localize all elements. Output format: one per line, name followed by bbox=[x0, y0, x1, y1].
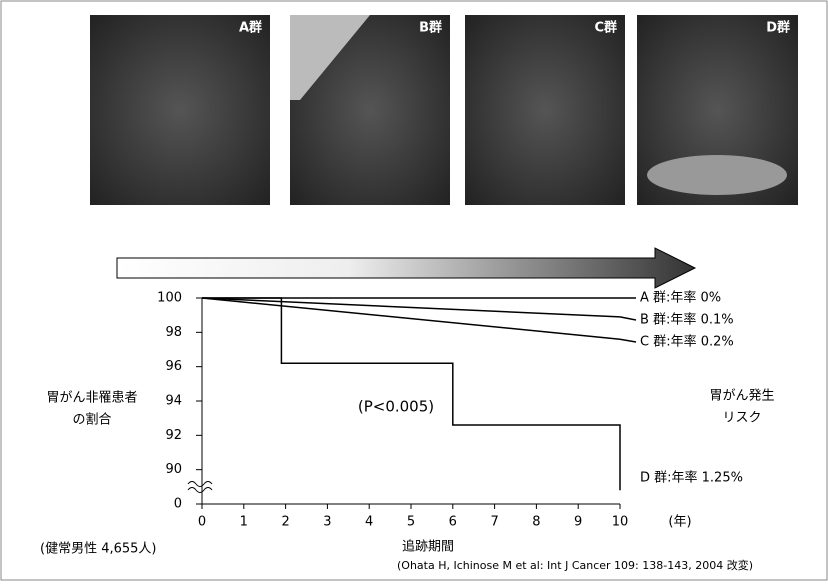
image-label: C群 bbox=[594, 20, 617, 36]
series-line bbox=[202, 298, 620, 490]
figure: A群 B群 C群 D群 0 90 92 94 96 98 100 0 1 2 3 4 5 6 7 8 9 10 (年) 追跡期… bbox=[0, 0, 828, 581]
y-tick-label: 0 bbox=[174, 497, 182, 512]
y-axis-label: の割合 bbox=[72, 412, 111, 428]
x-tick-label: 5 bbox=[407, 515, 415, 530]
endoscopy-image bbox=[465, 15, 625, 205]
image-label: A群 bbox=[239, 20, 262, 36]
x-tick-label: 1 bbox=[240, 515, 248, 530]
axis-break bbox=[188, 482, 212, 493]
series-line bbox=[202, 298, 620, 339]
y-axis-label: 胃がん非罹患者 bbox=[46, 391, 137, 406]
x-unit: (年) bbox=[668, 515, 691, 530]
image-highlight bbox=[647, 155, 787, 195]
y-tick-label: 98 bbox=[165, 325, 182, 340]
side-label: リスク bbox=[722, 411, 761, 426]
x-tick-label: 0 bbox=[198, 515, 206, 530]
series-line bbox=[202, 298, 620, 317]
risk-arrow bbox=[117, 248, 695, 288]
endoscopy-image bbox=[90, 15, 270, 205]
x-tick-label: 9 bbox=[574, 515, 582, 530]
x-tick-label: 4 bbox=[365, 515, 373, 530]
x-tick-label: 2 bbox=[281, 515, 289, 530]
x-axis-label: 追跡期間 bbox=[402, 539, 454, 555]
x-tick-label: 7 bbox=[490, 515, 498, 530]
image-label: D群 bbox=[766, 20, 790, 36]
y-tick-label: 100 bbox=[157, 291, 182, 306]
x-tick-label: 10 bbox=[612, 515, 629, 530]
cohort-note: (健常男性 4,655人) bbox=[40, 542, 157, 557]
series-label: D 群:年率 1.25% bbox=[640, 470, 743, 486]
y-tick-label: 94 bbox=[165, 394, 182, 409]
series-label: C 群:年率 0.2% bbox=[640, 334, 734, 350]
y-tick-label: 92 bbox=[165, 428, 182, 443]
image-label: B群 bbox=[419, 20, 442, 36]
y-tick-label: 96 bbox=[165, 359, 182, 374]
x-tick-label: 8 bbox=[532, 515, 540, 530]
x-tick-label: 3 bbox=[323, 515, 331, 530]
side-label: 胃がん発生 bbox=[709, 389, 774, 404]
series-label: B 群:年率 0.1% bbox=[640, 312, 734, 328]
leader-line bbox=[620, 317, 636, 320]
annotation: (P<0.005) bbox=[358, 398, 434, 416]
leader-line bbox=[620, 339, 636, 342]
x-tick-label: 6 bbox=[449, 515, 457, 530]
y-tick-label: 90 bbox=[165, 462, 182, 477]
series-label: A 群:年率 0% bbox=[640, 290, 721, 306]
source-note: (Ohata H, Ichinose M et al: Int J Cancer… bbox=[397, 558, 753, 572]
